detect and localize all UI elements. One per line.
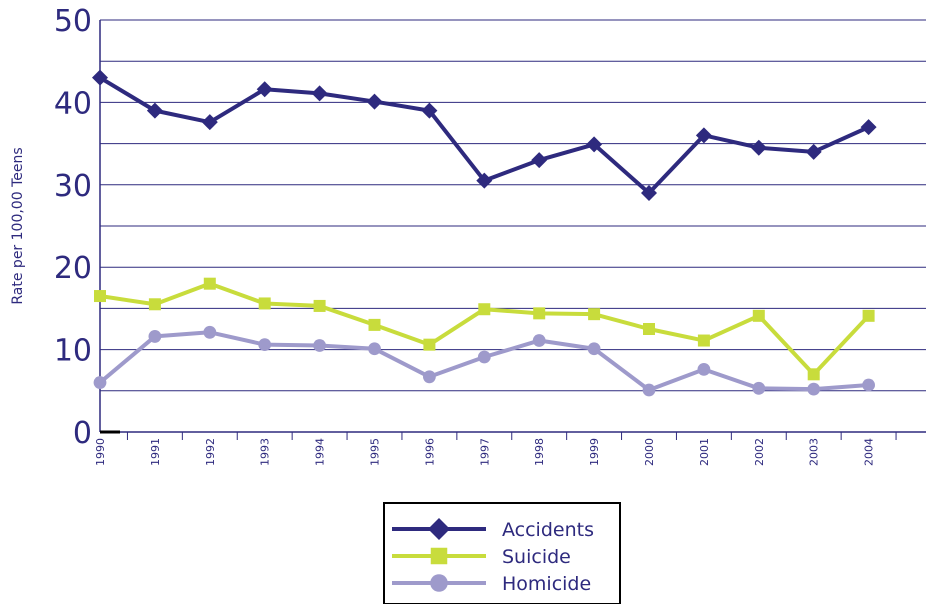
data-point (531, 152, 548, 169)
data-point (588, 308, 601, 321)
series-suicide (94, 277, 875, 381)
data-point (752, 381, 766, 395)
data-point (807, 382, 821, 396)
x-tick-labels: 1990 1991 1992 1993 1994 1995 1996 1997 1998 1999… (94, 438, 876, 466)
x-tick-label: 1992 (204, 438, 217, 466)
x-tick-label: 1999 (588, 438, 601, 466)
data-point (313, 299, 326, 312)
data-point (421, 102, 438, 119)
y-tick-label: 10 (54, 334, 92, 369)
data-point (587, 342, 601, 356)
data-point (93, 376, 107, 389)
x-tick-label: 2001 (698, 438, 711, 466)
y-tick-labels: 0 10 20 30 40 50 (54, 4, 92, 451)
legend-box (383, 502, 621, 604)
data-point (368, 318, 381, 331)
legend-label: Suicide (502, 546, 571, 568)
data-point (642, 383, 656, 397)
data-point (478, 303, 491, 316)
data-point (750, 139, 767, 156)
y-tick-label: 0 (73, 416, 92, 451)
data-point (203, 325, 217, 339)
x-tick-label: 1996 (423, 438, 436, 466)
data-point (148, 330, 162, 343)
legend-label: Homicide (502, 573, 591, 595)
data-point (643, 323, 655, 335)
x-tick-label: 1998 (533, 438, 546, 466)
x-tick-label: 1997 (478, 438, 491, 466)
data-point (148, 298, 161, 311)
data-point (94, 290, 106, 303)
data-point (203, 277, 216, 290)
gridlines (100, 19, 926, 392)
data-point (805, 143, 822, 160)
legend-label: Accidents (502, 519, 594, 541)
data-point (477, 350, 491, 364)
data-point (533, 307, 546, 320)
data-point (366, 93, 383, 110)
x-tick-label: 1991 (149, 438, 162, 466)
x-tick-label: 2004 (863, 438, 876, 466)
legend-marker (428, 518, 450, 540)
data-point (423, 370, 436, 384)
x-tick-label: 1993 (259, 438, 272, 466)
data-point (641, 185, 657, 202)
series-lines (92, 69, 877, 397)
x-tick-label: 2002 (753, 438, 766, 466)
data-point (258, 338, 272, 352)
series-accidents (92, 69, 877, 202)
y-tick-label: 20 (54, 251, 92, 286)
legend-marker (430, 574, 448, 592)
data-point (92, 69, 108, 86)
y-tick-label: 40 (54, 86, 92, 121)
data-point (258, 297, 271, 310)
data-point (862, 378, 875, 392)
data-point (860, 119, 877, 136)
legend: Accidents Suicide Homicide (383, 502, 621, 604)
series-homicide (93, 325, 875, 397)
data-point (256, 81, 273, 98)
data-point (807, 368, 820, 381)
data-point (697, 334, 710, 347)
data-point (313, 339, 326, 352)
data-point (697, 362, 711, 376)
data-point (695, 127, 712, 144)
x-tick-label: 2000 (643, 438, 656, 466)
y-axis-label: Rate per 100,00 Teens (10, 147, 26, 304)
data-point (368, 342, 381, 356)
y-tick-label: 30 (54, 169, 92, 204)
data-point (752, 309, 765, 322)
data-point (311, 85, 328, 102)
data-point (423, 338, 436, 351)
x-tick-label: 2003 (808, 438, 821, 466)
x-tick-label: 1994 (314, 438, 327, 466)
axes (99, 20, 926, 440)
data-point (201, 114, 218, 131)
legend-marker (430, 547, 448, 565)
x-tick-label: 1995 (369, 438, 382, 466)
data-point (532, 334, 546, 347)
data-point (862, 309, 875, 322)
data-point (586, 136, 603, 153)
data-point (476, 172, 493, 189)
x-tick-label: 1990 (94, 438, 107, 466)
data-point (146, 102, 163, 119)
y-tick-label: 50 (54, 4, 92, 39)
